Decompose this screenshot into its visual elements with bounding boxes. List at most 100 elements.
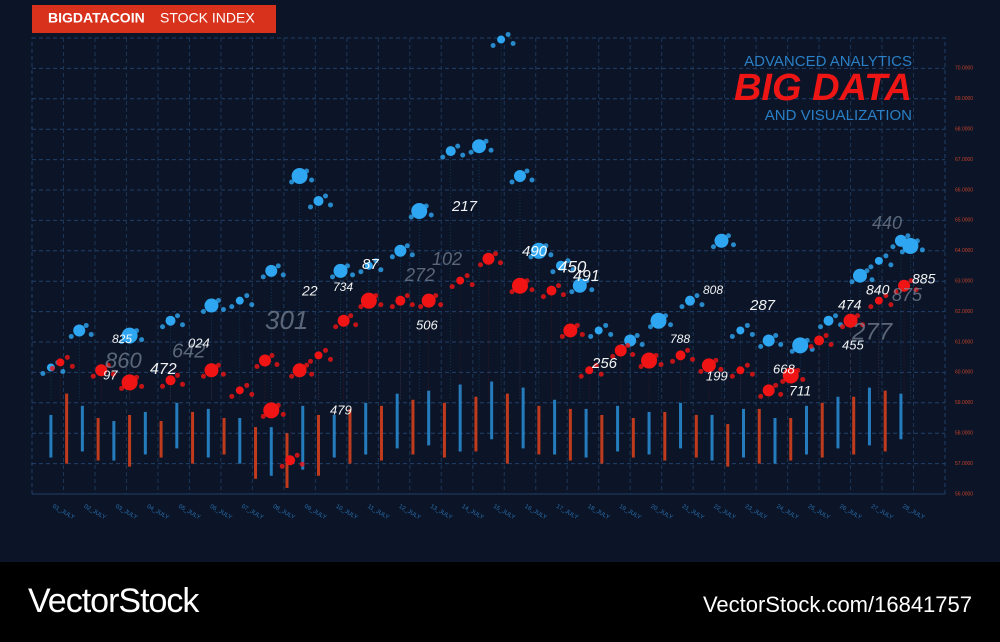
data-point <box>364 261 373 270</box>
decor-dot <box>358 269 364 275</box>
annotation: 490 <box>522 243 548 260</box>
data-point <box>874 296 883 305</box>
data-point <box>614 344 627 357</box>
x-tick-label: 16_JULY <box>523 504 547 521</box>
y-tick-label: 66.0000 <box>955 187 973 193</box>
decor-dot <box>893 289 899 295</box>
decor-dot <box>348 313 354 319</box>
decor-dot <box>294 452 300 458</box>
decor-dot <box>725 233 731 239</box>
decor-dot <box>823 332 829 338</box>
decor-dot <box>322 347 328 353</box>
decor-dot <box>200 373 206 379</box>
y-tick-label: 63.0000 <box>955 279 973 285</box>
data-point <box>204 298 219 313</box>
x-tick-label: 26_JULY <box>838 504 862 521</box>
data-point <box>546 285 557 296</box>
decor-dot <box>175 372 181 378</box>
annotation: 277 <box>851 318 894 345</box>
decor-dot <box>333 324 339 330</box>
decor-dot <box>729 333 735 339</box>
data-point <box>650 312 667 329</box>
headline-subtitle: AND VISUALIZATION <box>765 107 912 124</box>
decor-dot <box>653 353 659 359</box>
decor-dot <box>249 391 255 397</box>
data-point <box>898 279 911 292</box>
annotation: 22 <box>301 283 318 299</box>
decor-dot <box>864 268 870 274</box>
decor-dot <box>40 371 46 377</box>
y-tick-label: 64.0000 <box>955 248 973 254</box>
y-tick-label: 65.0000 <box>955 218 973 224</box>
decor-dot <box>330 274 336 280</box>
data-point <box>482 252 495 265</box>
decor-dot <box>524 168 530 174</box>
data-point <box>762 384 775 397</box>
decor-dot <box>529 177 535 183</box>
y-tick-label: 70.0000 <box>955 66 973 72</box>
decor-dot <box>404 293 410 299</box>
data-point <box>852 268 867 283</box>
decor-dot <box>510 41 516 47</box>
annotation: 287 <box>749 297 776 314</box>
header-brand: BIGDATACOIN <box>48 10 145 26</box>
decor-dot <box>710 244 716 250</box>
data-point <box>902 237 919 254</box>
decor-dot <box>478 262 483 268</box>
decor-dot <box>749 371 755 377</box>
decor-dot <box>578 373 584 379</box>
decor-dot <box>139 383 145 389</box>
decor-dot <box>249 302 255 308</box>
data-point <box>641 352 658 369</box>
annotation: 825 <box>112 332 132 346</box>
chart: BIGDATACOIN STOCK INDEX ADVANCED ANALYTI… <box>31 5 973 521</box>
decor-dot <box>570 267 576 273</box>
decor-dot <box>105 362 111 368</box>
data-point <box>56 358 65 367</box>
decor-dot <box>868 264 874 270</box>
data-point <box>235 296 244 305</box>
decor-dot <box>289 179 295 185</box>
decor-dot <box>789 348 795 354</box>
annotation: 860 <box>105 348 142 373</box>
x-tick-label: 13_JULY <box>429 504 453 521</box>
decor-dot <box>749 331 755 337</box>
decor-dot <box>574 322 580 328</box>
decor-dot <box>289 373 295 379</box>
decor-dot <box>280 272 286 278</box>
decor-dot <box>560 292 566 298</box>
data-point <box>121 327 138 344</box>
decor-dot <box>860 322 866 328</box>
y-tick-label: 56.0000 <box>955 491 973 497</box>
x-tick-label: 12_JULY <box>398 504 422 521</box>
decor-dot <box>588 333 594 339</box>
decor-dot <box>83 322 89 328</box>
data-point <box>121 374 138 391</box>
decor-dot <box>548 252 554 258</box>
decor-dot <box>134 328 140 334</box>
data-point <box>394 244 407 257</box>
decor-dot <box>215 362 221 368</box>
decor-dot <box>729 373 735 379</box>
grid <box>31 37 946 495</box>
data-point <box>258 354 271 367</box>
x-tick-label: 02_JULY <box>83 504 107 521</box>
x-tick-label: 07_JULY <box>240 504 264 521</box>
annotation: 97 <box>103 367 118 382</box>
decor-dot <box>773 332 779 338</box>
decor-dot <box>327 356 333 362</box>
decor-dot <box>49 365 55 371</box>
data-point <box>823 315 834 326</box>
data-point <box>165 375 176 386</box>
decor-dot <box>630 352 636 358</box>
data-point <box>513 170 526 183</box>
data-point <box>530 242 547 259</box>
x-tick-label: 06_JULY <box>209 504 233 521</box>
decor-dot <box>229 393 235 399</box>
decor-dot <box>350 272 356 278</box>
x-tick-label: 15_JULY <box>492 504 516 521</box>
decor-dot <box>625 343 631 349</box>
decor-dot <box>69 363 75 369</box>
decor-dot <box>464 273 470 279</box>
annotation: 301 <box>265 305 308 335</box>
